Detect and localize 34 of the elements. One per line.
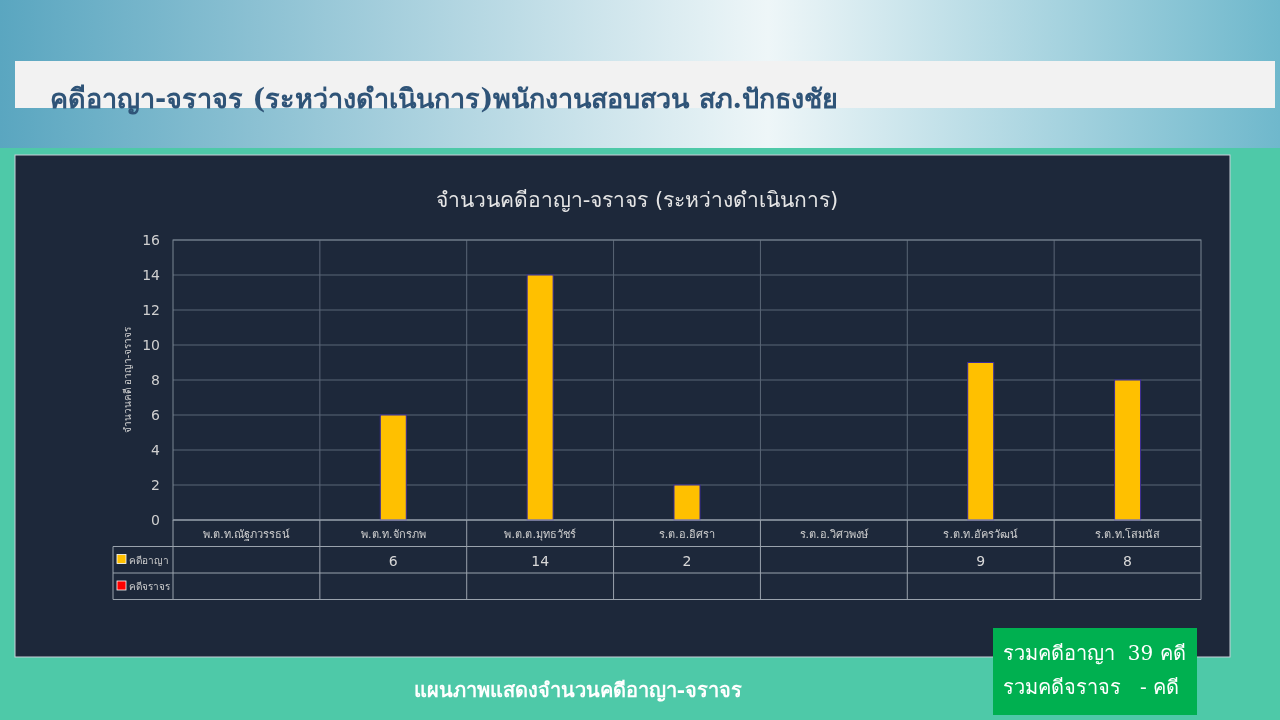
y-tick-label: 0 xyxy=(151,512,160,528)
x-tick-label: พ.ต.ท.จักรภพ xyxy=(361,528,426,541)
y-axis-title: จำนวนคดี อาญา-จราจร xyxy=(122,325,133,434)
data-label: 6 xyxy=(388,552,398,569)
bar xyxy=(1114,379,1142,521)
bar xyxy=(673,484,701,521)
y-tick-label: 10 xyxy=(142,337,160,353)
x-tick-label: ร.ต.อ.วิศวพงษ์ xyxy=(799,528,870,541)
x-tick-label: พ.ต.ต.มุทธวัชร์ xyxy=(504,528,576,541)
bar xyxy=(526,274,554,521)
y-tick-label: 14 xyxy=(142,267,161,283)
data-label: 8 xyxy=(1123,552,1133,569)
data-label: 2 xyxy=(682,552,692,569)
text: รวมคดีจราจร - คดี xyxy=(1003,675,1180,699)
y-tick-label: 8 xyxy=(151,372,160,388)
text: รวมคดีอาญา 39 คดี xyxy=(1003,641,1186,665)
data-label: 14 xyxy=(531,552,550,569)
text: แผนภาพแสดงจำนวนคดีอาญา-จราจร xyxy=(413,678,743,702)
bar xyxy=(379,414,407,521)
chart-title: จำนวนคดีอาญา-จราจร (ระหว่างดำเนินการ) xyxy=(435,188,839,212)
x-tick-label: ร.ต.ท.อัครวัฒน์ xyxy=(943,528,1018,541)
y-tick-label: 2 xyxy=(151,477,160,493)
data-label: 9 xyxy=(976,552,986,569)
y-tick-label: 12 xyxy=(142,302,160,318)
bar xyxy=(967,362,995,521)
y-tick-label: 4 xyxy=(151,442,161,458)
y-tick-label: 6 xyxy=(151,407,161,423)
legend-label: คดีอาญา xyxy=(129,554,169,566)
x-tick-label: ร.ต.ท.โสมนัส xyxy=(1094,527,1161,541)
legend-label: คดีจราจร xyxy=(129,581,171,592)
x-tick-label: พ.ต.ท.ณัฐภวรรธน์ xyxy=(202,528,291,541)
x-tick-label: ร.ต.อ.อิศรา xyxy=(658,528,716,541)
y-tick-label: 16 xyxy=(142,232,161,248)
text: คดีอาญา-จราจร (ระหว่างดำเนินการ)พนักงานสอบสวน สภ.ปักธงชัย xyxy=(50,83,838,115)
